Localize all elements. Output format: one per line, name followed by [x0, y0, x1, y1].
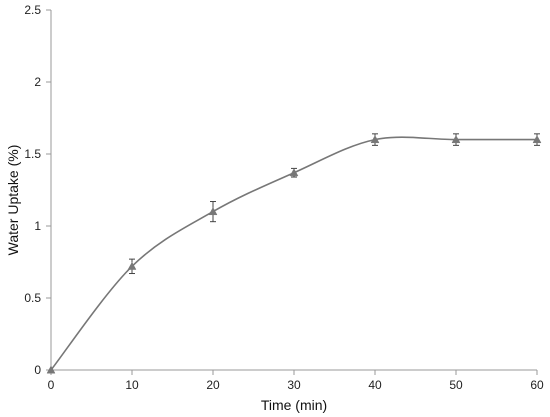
x-tick-label: 30 [287, 378, 301, 392]
triangle-marker [370, 135, 380, 144]
x-tick-label: 0 [48, 378, 55, 392]
axes-layer [50, 10, 537, 371]
marker-layer [46, 135, 542, 374]
tick-layer: 0 10 20 30 40 50 60 0 0.5 1 1.5 2 2.5 [24, 3, 544, 392]
y-tick-label: 2.5 [24, 3, 41, 17]
triangle-marker [208, 207, 218, 216]
y-tick-label: 1 [34, 219, 41, 233]
y-tick-label: 2 [34, 75, 41, 89]
y-tick-label: 0.5 [24, 291, 41, 305]
x-tick-label: 20 [206, 378, 220, 392]
error-bar-layer [129, 133, 540, 275]
y-tick-label: 1.5 [24, 147, 41, 161]
x-tick-label: 40 [368, 378, 382, 392]
y-tick-label: 0 [34, 363, 41, 377]
x-axis-title: Time (min) [261, 397, 327, 413]
triangle-marker [289, 168, 299, 177]
x-tick-label: 60 [530, 378, 544, 392]
x-tick-label: 10 [125, 378, 139, 392]
triangle-marker [532, 135, 542, 144]
triangle-marker [451, 135, 461, 144]
triangle-marker [46, 365, 56, 374]
x-tick-label: 50 [449, 378, 463, 392]
y-axis-title: Water Uptake (%) [5, 145, 21, 256]
triangle-marker [127, 261, 137, 270]
